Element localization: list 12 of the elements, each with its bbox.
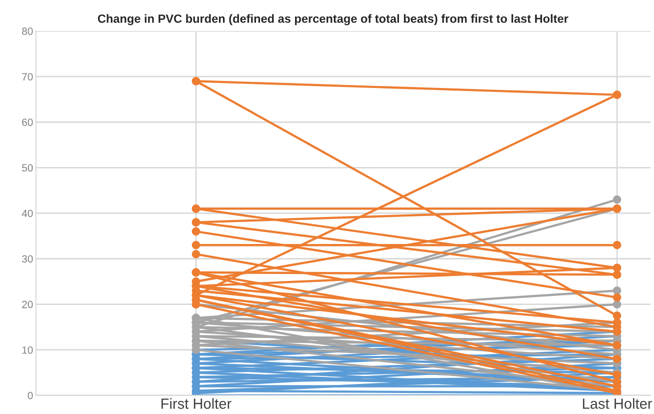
- y-tick-label: 30: [22, 255, 33, 263]
- y-tick-label: 60: [22, 118, 33, 126]
- y-tick-label: 70: [22, 73, 33, 80]
- y-tick-label: 0: [28, 392, 33, 400]
- y-tick-label: 50: [22, 164, 33, 172]
- y-tick-label: 80: [22, 28, 33, 35]
- x-tick-label: First Holter: [162, 398, 232, 409]
- chart-title: Change in PVC burden (defined as percentage of total beats) from first to last Holter: [98, 14, 568, 26]
- y-tick-label: 10: [22, 346, 33, 354]
- x-tick-label: Last Holter: [582, 398, 652, 409]
- y-tick-label: 40: [22, 210, 33, 218]
- y-tick-label: 20: [22, 300, 33, 308]
